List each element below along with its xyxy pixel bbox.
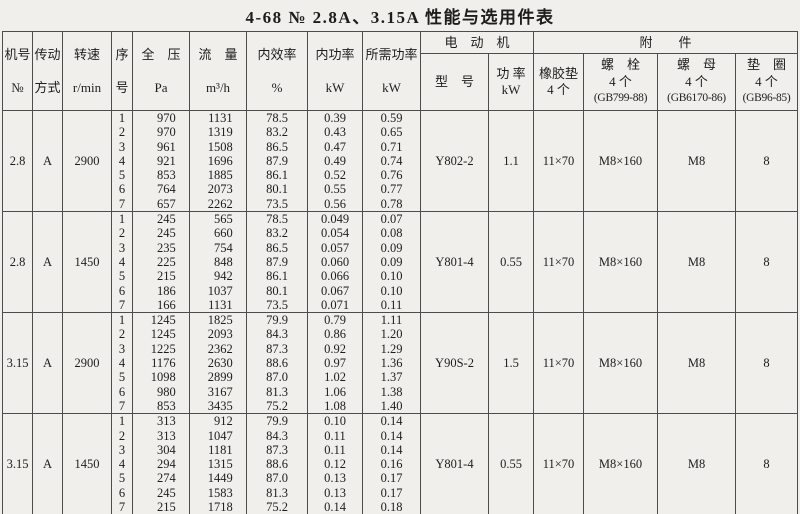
cell-motor-model: Y801-4 <box>420 211 489 314</box>
cell-nut: M8 <box>657 211 737 314</box>
col-header-motor-model: 型 号 <box>420 53 489 111</box>
cell-motor-power: 1.5 <box>487 312 535 415</box>
cell-required-power-list: 0.07 0.08 0.09 0.09 0.10 0.10 0.11 <box>362 211 421 314</box>
cell-motor-model: Y90S-2 <box>420 312 489 415</box>
cell-drive-mode: A <box>32 109 63 213</box>
cell-fan-no: 3.15 <box>2 413 33 514</box>
cell-washer: 8 <box>735 109 799 213</box>
cell-speed: 1450 <box>62 413 112 514</box>
cell-required-power-list: 0.59 0.65 0.71 0.74 0.76 0.77 0.78 <box>362 109 421 213</box>
cell-required-power-list: 1.11 1.20 1.29 1.36 1.37 1.38 1.40 <box>362 312 421 415</box>
col-group-motor: 电 动 机 <box>419 31 535 54</box>
cell-motor-power: 1.1 <box>487 109 535 213</box>
cell-nut: M8 <box>657 109 737 213</box>
cell-rubber-pad: 11×70 <box>533 109 585 213</box>
cell-flow-list: 1131 1319 1508 1696 1885 2073 2262 <box>189 109 247 213</box>
cell-fan-no: 2.8 <box>2 211 33 314</box>
cell-nut: M8 <box>657 413 737 514</box>
cell-drive-mode: A <box>32 211 63 314</box>
cell-speed: 2900 <box>62 109 112 213</box>
cell-motor-power: 0.55 <box>487 413 535 514</box>
cell-bolt: M8×160 <box>583 413 659 514</box>
cell-efficiency-list: 79.9 84.3 87.3 88.6 87.0 81.3 75.2 <box>246 413 308 514</box>
cell-rubber-pad: 11×70 <box>533 312 585 415</box>
cell-internal-power-list: 0.79 0.86 0.92 0.97 1.02 1.06 1.08 <box>307 312 363 415</box>
table-header: 机号 № 传动 方式 转速 r/min 序号 全 压 Pa 流 量 m³/h 内效率% 内… <box>2 31 799 111</box>
cell-motor-model: Y802-2 <box>420 109 489 213</box>
cell-pressure-list: 1245 1245 1225 1176 1098 980 853 <box>132 312 190 415</box>
cell-efficiency-list: 78.5 83.2 86.5 87.9 86.1 80.1 73.5 <box>246 109 308 213</box>
cell-flow-list: 1825 2093 2362 2630 2899 3167 3435 <box>189 312 247 415</box>
col-header-flow: 流 量 m³/h <box>189 31 247 111</box>
cell-speed: 1450 <box>62 211 112 314</box>
cell-rubber-pad: 11×70 <box>533 211 585 314</box>
page-title: 4-68 № 2.8A、3.15A 性能与选用件表 <box>245 8 555 27</box>
cell-fan-no: 2.8 <box>2 109 33 213</box>
col-header-rubber-pad: 橡胶垫 4 个 <box>533 53 585 111</box>
col-header-seq: 序号 <box>111 31 133 111</box>
col-group-accessories: 附 件 <box>533 31 799 54</box>
cell-drive-mode: A <box>32 413 63 514</box>
cell-internal-power-list: 0.10 0.11 0.11 0.12 0.13 0.13 0.14 <box>307 413 363 514</box>
cell-fan-no: 3.15 <box>2 312 33 415</box>
cell-speed: 2900 <box>62 312 112 415</box>
cell-washer: 8 <box>735 211 799 314</box>
cell-nut: M8 <box>657 312 737 415</box>
col-header-motor-power: 功 率 kW <box>487 53 535 111</box>
performance-selection-table: 机号 № 传动 方式 转速 r/min 序号 全 压 Pa 流 量 m³/h 内效率% 内… <box>2 31 799 514</box>
col-header-drive-mode: 传动 方式 <box>32 31 63 111</box>
cell-pressure-list: 245 245 235 225 215 186 166 <box>132 211 190 314</box>
cell-motor-model: Y801-4 <box>420 413 489 514</box>
cell-pressure-list: 970 970 961 921 853 764 657 <box>132 109 190 213</box>
header-group-row: 机号 № 传动 方式 转速 r/min 序号 全 压 Pa 流 量 m³/h 内效率% 内… <box>2 31 799 111</box>
cell-efficiency-list: 78.5 83.2 86.5 87.9 86.1 80.1 73.5 <box>246 211 308 314</box>
cell-internal-power-list: 0.049 0.054 0.057 0.060 0.066 0.067 0.071 <box>307 211 363 314</box>
cell-bolt: M8×160 <box>583 109 659 213</box>
cell-flow-list: 565 660 754 848 942 1037 1131 <box>189 211 247 314</box>
cell-washer: 8 <box>735 413 799 514</box>
cell-internal-power-list: 0.39 0.43 0.47 0.49 0.52 0.55 0.56 <box>307 109 363 213</box>
col-header-pressure: 全 压 Pa <box>132 31 190 111</box>
cell-motor-power: 0.55 <box>487 211 535 314</box>
col-header-efficiency: 内效率% <box>246 31 308 111</box>
cell-rubber-pad: 11×70 <box>533 413 585 514</box>
col-header-internal-power: 内功率 kW <box>307 31 363 111</box>
cell-bolt: M8×160 <box>583 211 659 314</box>
col-header-speed: 转速 r/min <box>62 31 112 111</box>
col-header-required-power: 所需功率 kW <box>362 31 421 111</box>
cell-washer: 8 <box>735 312 799 415</box>
col-header-fan-no: 机号 № <box>2 31 33 111</box>
cell-pressure-list: 313 313 304 294 274 245 215 <box>132 413 190 514</box>
cell-required-power-list: 0.14 0.14 0.14 0.16 0.17 0.17 0.18 <box>362 413 421 514</box>
cell-bolt: M8×160 <box>583 312 659 415</box>
cell-flow-list: 912 1047 1181 1315 1449 1583 1718 <box>189 413 247 514</box>
cell-drive-mode: A <box>32 312 63 415</box>
cell-efficiency-list: 79.9 84.3 87.3 88.6 87.0 81.3 75.2 <box>246 312 308 415</box>
